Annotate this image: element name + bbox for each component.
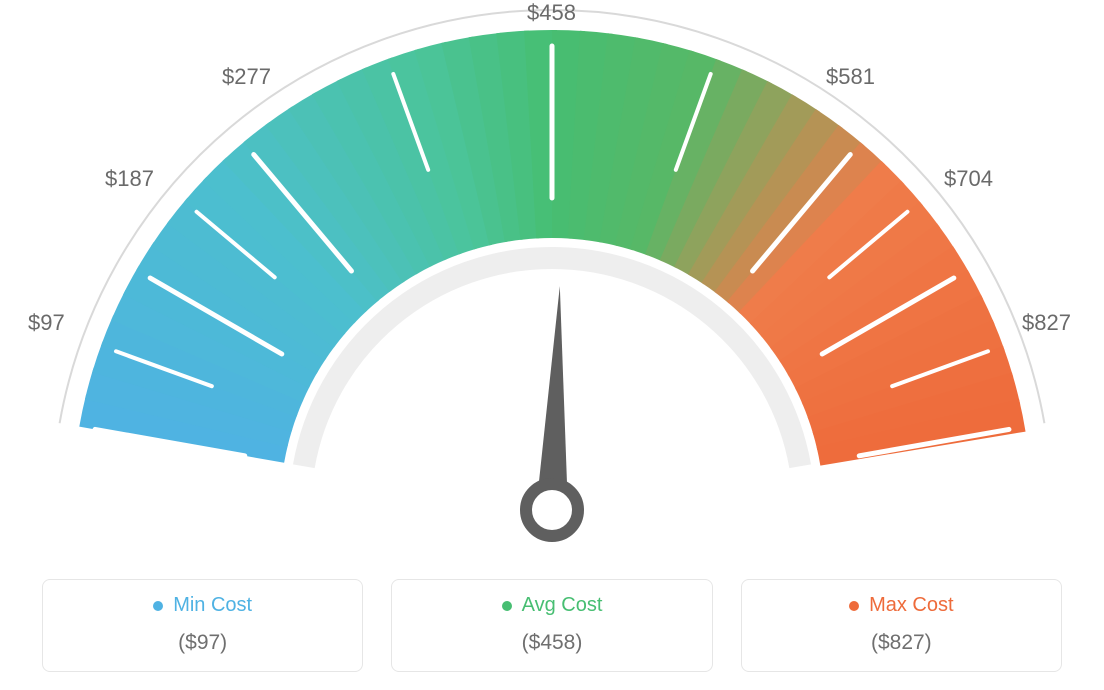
legend-title-max: Max Cost: [849, 594, 953, 617]
tick-label: $458: [527, 0, 576, 26]
gauge-svg: [0, 0, 1104, 560]
legend-card-max: Max Cost ($827): [741, 579, 1062, 672]
legend-title-avg: Avg Cost: [502, 594, 603, 617]
legend-card-min: Min Cost ($97): [42, 579, 363, 672]
legend-label-avg: Avg Cost: [522, 594, 603, 617]
gauge-chart-container: $97 $187 $277 $458 $581 $704 $827 Min Cost ($9…: [0, 0, 1104, 690]
legend-label-min: Min Cost: [173, 594, 252, 617]
tick-label: $97: [28, 310, 65, 336]
tick-label: $827: [1022, 310, 1071, 336]
dot-icon-max: [849, 601, 859, 611]
legend-value-avg: ($458): [402, 631, 701, 655]
legend-row: Min Cost ($97) Avg Cost ($458) Max Cost …: [0, 579, 1104, 672]
legend-value-min: ($97): [53, 631, 352, 655]
dot-icon-min: [153, 601, 163, 611]
tick-label: $704: [944, 166, 993, 192]
tick-label: $581: [826, 64, 875, 90]
gauge-area: $97 $187 $277 $458 $581 $704 $827: [0, 0, 1104, 560]
tick-label: $277: [222, 64, 271, 90]
dot-icon-avg: [502, 601, 512, 611]
tick-label: $187: [105, 166, 154, 192]
legend-card-avg: Avg Cost ($458): [391, 579, 712, 672]
legend-value-max: ($827): [752, 631, 1051, 655]
legend-title-min: Min Cost: [153, 594, 252, 617]
legend-label-max: Max Cost: [869, 594, 953, 617]
